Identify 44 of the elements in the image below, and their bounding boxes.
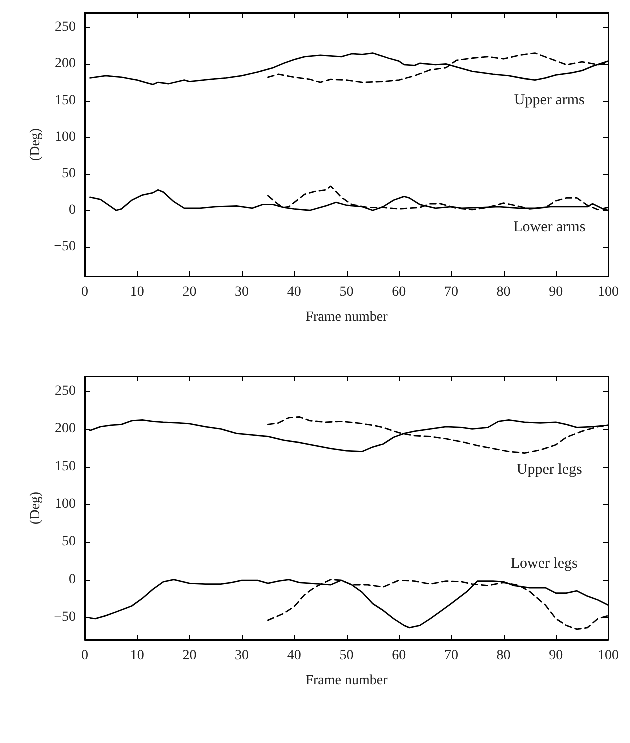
y-tick-label: 0 [69,572,76,588]
y-tick-label: 150 [55,459,76,474]
annotation: Upper arms [514,92,585,109]
y-tick-label: 200 [55,56,76,72]
y-axis-title: (Deg) [28,128,44,162]
annotation: Lower legs [510,556,578,572]
y-tick-label: 250 [55,384,76,400]
y-tick-label: 100 [55,496,76,512]
y-tick-label: 0 [69,203,76,218]
x-tick-label: 70 [444,648,458,664]
x-tick-label: 100 [598,648,619,664]
annotation: Lower arms [514,219,586,236]
x-tick-label: 50 [340,648,354,664]
x-tick-label: 90 [549,648,564,664]
y-tick-label: 100 [55,130,76,145]
x-tick-label: 90 [549,285,564,300]
x-tick-label: 80 [496,648,511,664]
x-tick-label: 0 [82,648,88,664]
x-tick-label: 40 [287,648,302,664]
x-tick-label: 70 [444,285,458,300]
x-tick-label: 50 [340,285,354,300]
x-tick-label: 80 [496,285,511,300]
x-tick-label: 100 [598,285,619,300]
x-tick-label: 30 [235,285,250,300]
x-tick-label: 10 [130,285,144,300]
x-axis-title: Frame number [306,310,388,325]
y-tick-label: 200 [55,422,76,437]
x-tick-label: 60 [392,648,406,664]
x-axis-title: Frame number [306,674,388,688]
y-axis-title: (Deg) [28,492,44,525]
x-tick-label: 10 [130,648,144,664]
x-tick-label: 20 [182,648,197,664]
x-tick-label: 0 [82,285,88,300]
x-tick-label: 40 [287,285,302,300]
y-tick-label: 250 [55,20,76,36]
y-tick-label: 50 [62,166,76,182]
annotation: Upper legs [516,462,582,478]
y-tick-label: −50 [54,240,76,255]
x-tick-label: 60 [392,285,406,300]
y-tick-label: 50 [62,534,76,550]
x-tick-label: 20 [182,285,197,300]
y-tick-label: 150 [55,93,76,108]
y-tick-label: −50 [54,610,76,625]
x-tick-label: 30 [235,648,250,664]
